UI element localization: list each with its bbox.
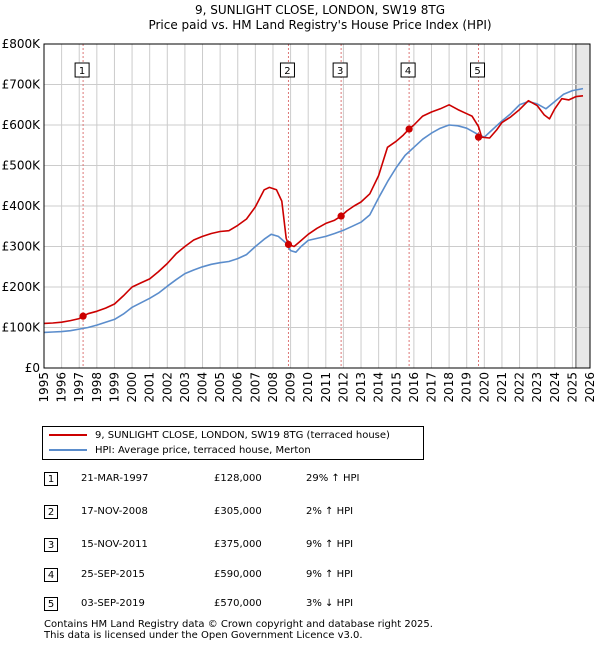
chart-title-line2: Price paid vs. HM Land Registry's House … <box>148 18 491 32</box>
x-tick-label: 2020 <box>477 372 491 403</box>
sale-point <box>79 312 87 320</box>
sale-number-label: 5 <box>474 66 480 77</box>
x-tick-label: 2022 <box>513 372 527 403</box>
x-tick-label: 2006 <box>231 372 245 403</box>
x-tick-label: 2024 <box>548 372 562 403</box>
x-tick-label: 2012 <box>336 372 350 403</box>
transaction-number: 5 <box>44 597 58 611</box>
x-tick-label: 2004 <box>196 372 210 403</box>
chart-legend: 9, SUNLIGHT CLOSE, LONDON, SW19 8TG (ter… <box>42 426 424 460</box>
x-tick-label: 2010 <box>301 372 315 403</box>
y-tick-label: £800K <box>2 37 42 51</box>
x-tick-label: 2011 <box>319 372 333 403</box>
legend-item-hpi: HPI: Average price, terraced house, Mert… <box>49 444 311 458</box>
sale-number-label: 3 <box>337 66 343 77</box>
x-tick-label: 2008 <box>266 372 280 403</box>
transaction-date: 15-NOV-2011 <box>81 539 148 550</box>
transaction-date: 03-SEP-2019 <box>81 598 145 609</box>
transaction-hpi: 9% ↑ HPI <box>306 539 354 550</box>
table-row: 4 25-SEP-2015 £590,000 9% ↑ HPI <box>44 568 404 584</box>
x-tick-label: 2025 <box>565 372 579 403</box>
y-tick-label: £400K <box>2 199 42 213</box>
x-tick-label: 2003 <box>178 372 192 403</box>
x-tick-label: 2019 <box>460 372 474 403</box>
x-tick-label: 2021 <box>495 372 509 403</box>
y-tick-label: £600K <box>2 118 42 132</box>
sale-number-box <box>279 62 295 78</box>
y-tick-label: £200K <box>2 280 42 294</box>
x-tick-label: 2005 <box>213 372 227 403</box>
property-price-line <box>43 95 584 325</box>
transaction-hpi: 29% ↑ HPI <box>306 473 360 484</box>
chart-title-line1: 9, SUNLIGHT CLOSE, LONDON, SW19 8TG <box>195 3 445 17</box>
sale-point <box>284 240 293 249</box>
table-row: 5 03-SEP-2019 £570,000 3% ↓ HPI <box>44 597 404 613</box>
x-tick-label: 2002 <box>160 372 174 403</box>
x-tick-label: 2015 <box>389 372 403 403</box>
x-tick-label: 2026 <box>583 372 597 403</box>
x-tick-label: 2017 <box>424 372 438 403</box>
transaction-price: £375,000 <box>214 539 262 550</box>
sale-number-box <box>74 62 90 78</box>
y-tick-label: £100K <box>2 321 42 335</box>
x-tick-label: 2014 <box>372 372 386 403</box>
x-tick-label: 1999 <box>107 372 121 403</box>
y-tick-label: £300K <box>2 240 42 254</box>
transaction-number: 4 <box>44 568 58 582</box>
data-attribution: Contains HM Land Registry data © Crown c… <box>44 619 433 641</box>
transaction-number: 1 <box>44 472 58 486</box>
transaction-price: £590,000 <box>214 569 262 580</box>
x-tick-label: 2013 <box>354 372 368 403</box>
y-tick-label: £700K <box>2 78 42 92</box>
transaction-hpi: 9% ↑ HPI <box>306 569 354 580</box>
table-row: 1 21-MAR-1997 £128,000 29% ↑ HPI <box>44 472 404 488</box>
footer-licence: This data is licensed under the Open Gov… <box>44 630 363 641</box>
footer-copyright: Contains HM Land Registry data © Crown c… <box>44 619 433 630</box>
sale-point <box>337 212 345 220</box>
x-tick-label: 2009 <box>284 372 298 403</box>
sale-number-box <box>470 62 486 78</box>
legend-item-property: 9, SUNLIGHT CLOSE, LONDON, SW19 8TG (ter… <box>49 429 390 443</box>
transaction-date: 21-MAR-1997 <box>81 473 149 484</box>
price-chart: 9, SUNLIGHT CLOSE, LONDON, SW19 8TG Pric… <box>2 3 597 403</box>
x-tick-label: 1995 <box>37 372 51 403</box>
plot-frame <box>43 43 591 369</box>
x-tick-label: 2001 <box>143 372 157 403</box>
table-row: 3 15-NOV-2011 £375,000 9% ↑ HPI <box>44 538 404 554</box>
sale-number-box <box>332 62 348 78</box>
transaction-hpi: 2% ↑ HPI <box>306 506 354 517</box>
legend-hpi-label: HPI: Average price, terraced house, Mert… <box>95 445 311 456</box>
transaction-price: £570,000 <box>214 598 262 609</box>
transaction-date: 17-NOV-2008 <box>81 506 148 517</box>
transaction-price: £305,000 <box>214 506 262 517</box>
x-tick-label: 2000 <box>125 372 139 403</box>
y-tick-label: £500K <box>2 159 42 173</box>
property-line-swatch <box>49 434 87 436</box>
transaction-number: 2 <box>44 505 58 519</box>
x-tick-label: 2023 <box>530 372 544 403</box>
sale-number-label: 2 <box>284 66 290 77</box>
transaction-price: £128,000 <box>214 473 262 484</box>
transaction-hpi: 3% ↓ HPI <box>306 598 354 609</box>
table-row: 2 17-NOV-2008 £305,000 2% ↑ HPI <box>44 505 404 521</box>
x-tick-label: 1997 <box>72 372 86 403</box>
x-tick-label: 2018 <box>442 372 456 403</box>
x-tick-label: 2016 <box>407 372 421 403</box>
transaction-number: 3 <box>44 538 58 552</box>
legend-property-label: 9, SUNLIGHT CLOSE, LONDON, SW19 8TG (ter… <box>95 430 390 441</box>
hpi-line-swatch <box>49 449 87 451</box>
hpi-line <box>43 87 584 334</box>
x-tick-label: 1996 <box>55 372 69 403</box>
x-tick-label: 2007 <box>248 372 262 403</box>
sale-number-label: 1 <box>79 66 85 77</box>
y-tick-label: £0 <box>25 361 40 375</box>
sale-point <box>405 125 413 133</box>
sale-number-label: 4 <box>405 66 411 77</box>
x-tick-label: 1998 <box>90 372 104 403</box>
sale-point <box>474 133 483 141</box>
transaction-date: 25-SEP-2015 <box>81 569 145 580</box>
sale-number-box <box>400 62 416 78</box>
